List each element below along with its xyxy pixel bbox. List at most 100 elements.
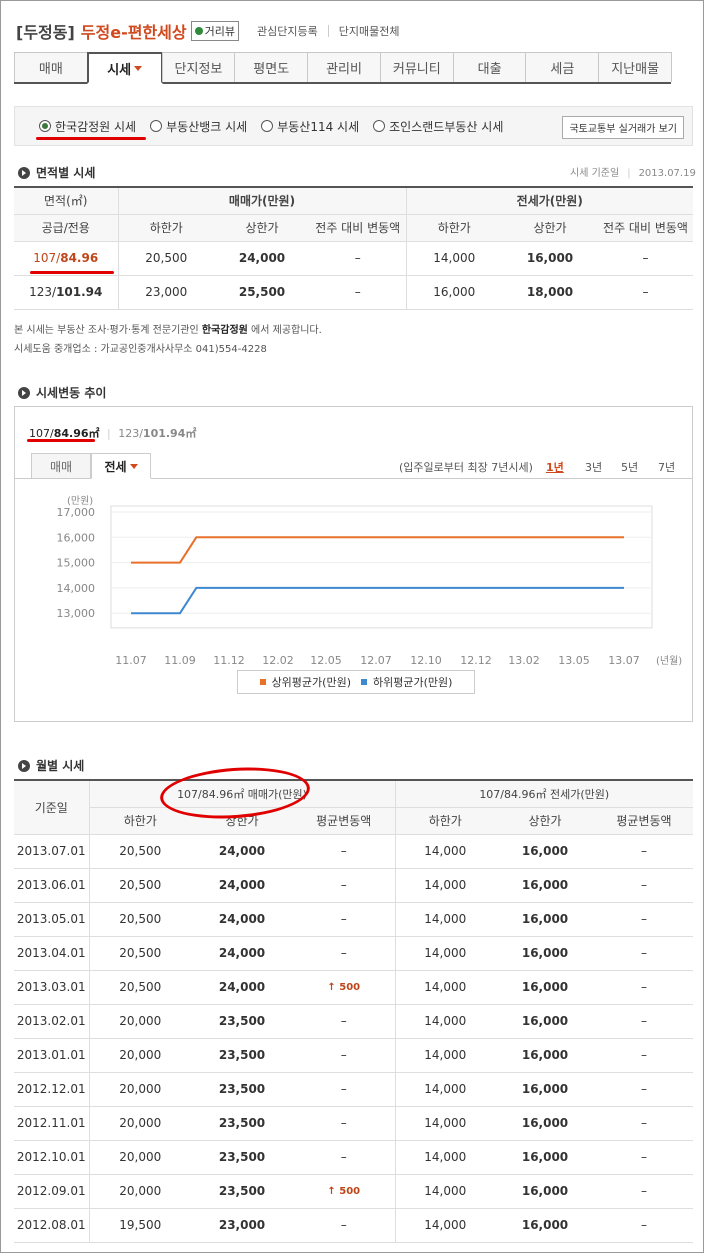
- table-row: 123/101.94 23,000 25,500 – 16,000 18,000…: [14, 275, 693, 310]
- area-option-123[interactable]: 123/101.94㎡: [118, 427, 196, 440]
- radio-label: 부동산114 시세: [277, 119, 360, 134]
- jeonse-change: –: [598, 241, 693, 276]
- jeonse-high: 16,000: [502, 241, 598, 276]
- table-row: 2013.02.01 20,000 23,500–14,000 16,000–: [14, 1004, 693, 1039]
- tab-label: 세금: [550, 62, 575, 77]
- legend-upper-label: 상위평균가(만원): [271, 676, 351, 689]
- chart-tab-sale[interactable]: 매매: [31, 453, 91, 479]
- tab-past-listings[interactable]: 지난매물: [598, 52, 673, 82]
- table-row: 2013.06.01 20,500 24,000–14,000 16,000–: [14, 868, 693, 903]
- sale-low: 20,500: [89, 868, 191, 903]
- date-cell: 2012.08.01: [14, 1208, 90, 1243]
- complex-listings-link[interactable]: 단지매물전체: [338, 25, 400, 38]
- sale-low: 20,000: [89, 1174, 191, 1209]
- complex-name[interactable]: 두정e-편한세상: [80, 23, 187, 42]
- tab-community[interactable]: 커뮤니티: [379, 52, 454, 82]
- jeonse-low: 14,000: [395, 1174, 495, 1209]
- sale-avg: ↑ 500: [293, 1174, 396, 1209]
- table-row: 2013.01.01 20,000 23,500–14,000 16,000–: [14, 1038, 693, 1073]
- col-jeonse-high: 상한가: [502, 214, 598, 242]
- area-exclusive: 101.94㎡: [142, 427, 197, 440]
- tab-label: 시세: [107, 62, 132, 78]
- col-sale-high: 상한가: [191, 807, 293, 835]
- jeonse-low: 14,000: [395, 1004, 495, 1039]
- tab-tax[interactable]: 세금: [525, 52, 600, 82]
- upper-price-line: [131, 536, 624, 564]
- roadview-label: 거리뷰: [204, 25, 235, 38]
- plot-area: [110, 505, 653, 629]
- period-3y[interactable]: 3년: [585, 461, 603, 474]
- table-row: 2013.04.01 20,500 24,000–14,000 16,000–: [14, 936, 693, 971]
- tab-label: 대출: [477, 62, 502, 77]
- molit-realprice-button[interactable]: 국토교통부 실거래가 보기: [562, 116, 684, 139]
- tab-complex-info[interactable]: 단지정보: [161, 52, 236, 82]
- sale-low: 20,000: [89, 1038, 191, 1073]
- area-option-107[interactable]: 107/84.96㎡: [29, 427, 100, 440]
- period-7y[interactable]: 7년: [658, 461, 676, 474]
- tab-management-fee[interactable]: 관리비: [307, 52, 381, 82]
- favorite-complex-link[interactable]: 관심단지등록: [256, 25, 318, 38]
- sale-low: 20,500: [89, 902, 191, 937]
- date-cell: 2013.07.01: [14, 834, 90, 869]
- tab-loan[interactable]: 대출: [452, 52, 527, 82]
- jeonse-high: 16,000: [495, 1106, 595, 1141]
- chart-tab-baseline: [15, 478, 692, 479]
- sale-low: 20,000: [89, 1140, 191, 1175]
- jeonse-avg: –: [595, 868, 693, 903]
- date-cell: 2013.04.01: [14, 936, 90, 971]
- x-tick-label: 11.09: [164, 654, 196, 667]
- area-supply: 107/: [29, 427, 54, 440]
- sale-high: 23,500: [191, 1106, 293, 1141]
- x-tick-label: 12.02: [262, 654, 294, 667]
- period-1y[interactable]: 1년: [546, 461, 564, 474]
- tab-label: 단지정보: [174, 62, 223, 77]
- area-cell[interactable]: 107/84.96: [14, 241, 119, 276]
- col-jeonse-group-label: 107/84.96㎡ 전세가(만원): [479, 787, 610, 801]
- section-bullet-icon: [18, 386, 30, 399]
- caret-down-icon: [129, 463, 138, 469]
- jeonse-high: 16,000: [495, 834, 595, 869]
- tab-floorplan[interactable]: 평면도: [234, 52, 309, 82]
- sale-avg: –: [293, 1038, 396, 1073]
- sale-high: 25,500: [214, 275, 310, 310]
- price-trend-chart: (만원)17,000 16,000 15,000 14,000 13,000 11.07 1…: [57, 495, 683, 667]
- x-tick-label: 13.02: [508, 654, 540, 667]
- sale-avg: –: [293, 902, 396, 937]
- ref-divider: |: [627, 168, 631, 179]
- jeonse-high: 16,000: [495, 970, 595, 1005]
- col-jeonse-group: 전세가(만원): [406, 187, 693, 215]
- red-underline-annotation: [36, 137, 146, 140]
- col-area: 면적(㎡): [14, 187, 119, 215]
- sale-high: 23,500: [191, 1038, 293, 1073]
- jeonse-low: 14,000: [395, 868, 495, 903]
- period-5y[interactable]: 5년: [621, 461, 639, 474]
- tab-sale[interactable]: 매매: [14, 52, 88, 82]
- source-radio-joins[interactable]: 조인스랜드부동산 시세: [373, 118, 503, 135]
- radio-label: 부동산뱅크 시세: [166, 119, 248, 134]
- sale-avg: ↑ 500: [293, 970, 396, 1005]
- y-tick-label: 13,000: [57, 607, 96, 620]
- table-row: 2013.05.01 20,500 24,000–14,000 16,000–: [14, 902, 693, 937]
- sale-low: 19,500: [89, 1208, 191, 1243]
- x-tick-label: 13.05: [558, 654, 590, 667]
- source-radio-114[interactable]: 부동산114 시세: [261, 118, 359, 135]
- col-sale-group: 107/84.96㎡ 매매가(만원): [89, 780, 396, 808]
- x-tick-label: 12.05: [310, 654, 342, 667]
- source-radio-bank[interactable]: 부동산뱅크 시세: [150, 118, 247, 135]
- sale-low: 20,500: [89, 834, 191, 869]
- red-underline-annotation: [27, 439, 95, 442]
- col-sale-change: 전주 대비 변동액: [310, 214, 407, 242]
- section-title-text: 시세변동 추이: [36, 386, 107, 400]
- jeonse-low: 16,000: [406, 275, 502, 310]
- sale-change: –: [310, 275, 407, 310]
- area-cell[interactable]: 123/101.94: [14, 275, 119, 310]
- chart-tab-all[interactable]: 전세: [91, 453, 151, 479]
- sale-low: 20,000: [89, 1106, 191, 1141]
- source-radio-kab[interactable]: 한국감정원 시세: [39, 118, 136, 135]
- table-row: 2012.10.01 20,000 23,500–14,000 16,000–: [14, 1140, 693, 1175]
- col-jeonse-change: 전주 대비 변동액: [598, 214, 693, 242]
- price-source-selector: 한국감정원 시세 부동산뱅크 시세 부동산114 시세 조인스랜드부동산 시세 …: [14, 106, 693, 146]
- tab-price[interactable]: 시세: [86, 52, 163, 84]
- jeonse-high: 16,000: [495, 936, 595, 971]
- roadview-button[interactable]: 거리뷰: [190, 21, 239, 41]
